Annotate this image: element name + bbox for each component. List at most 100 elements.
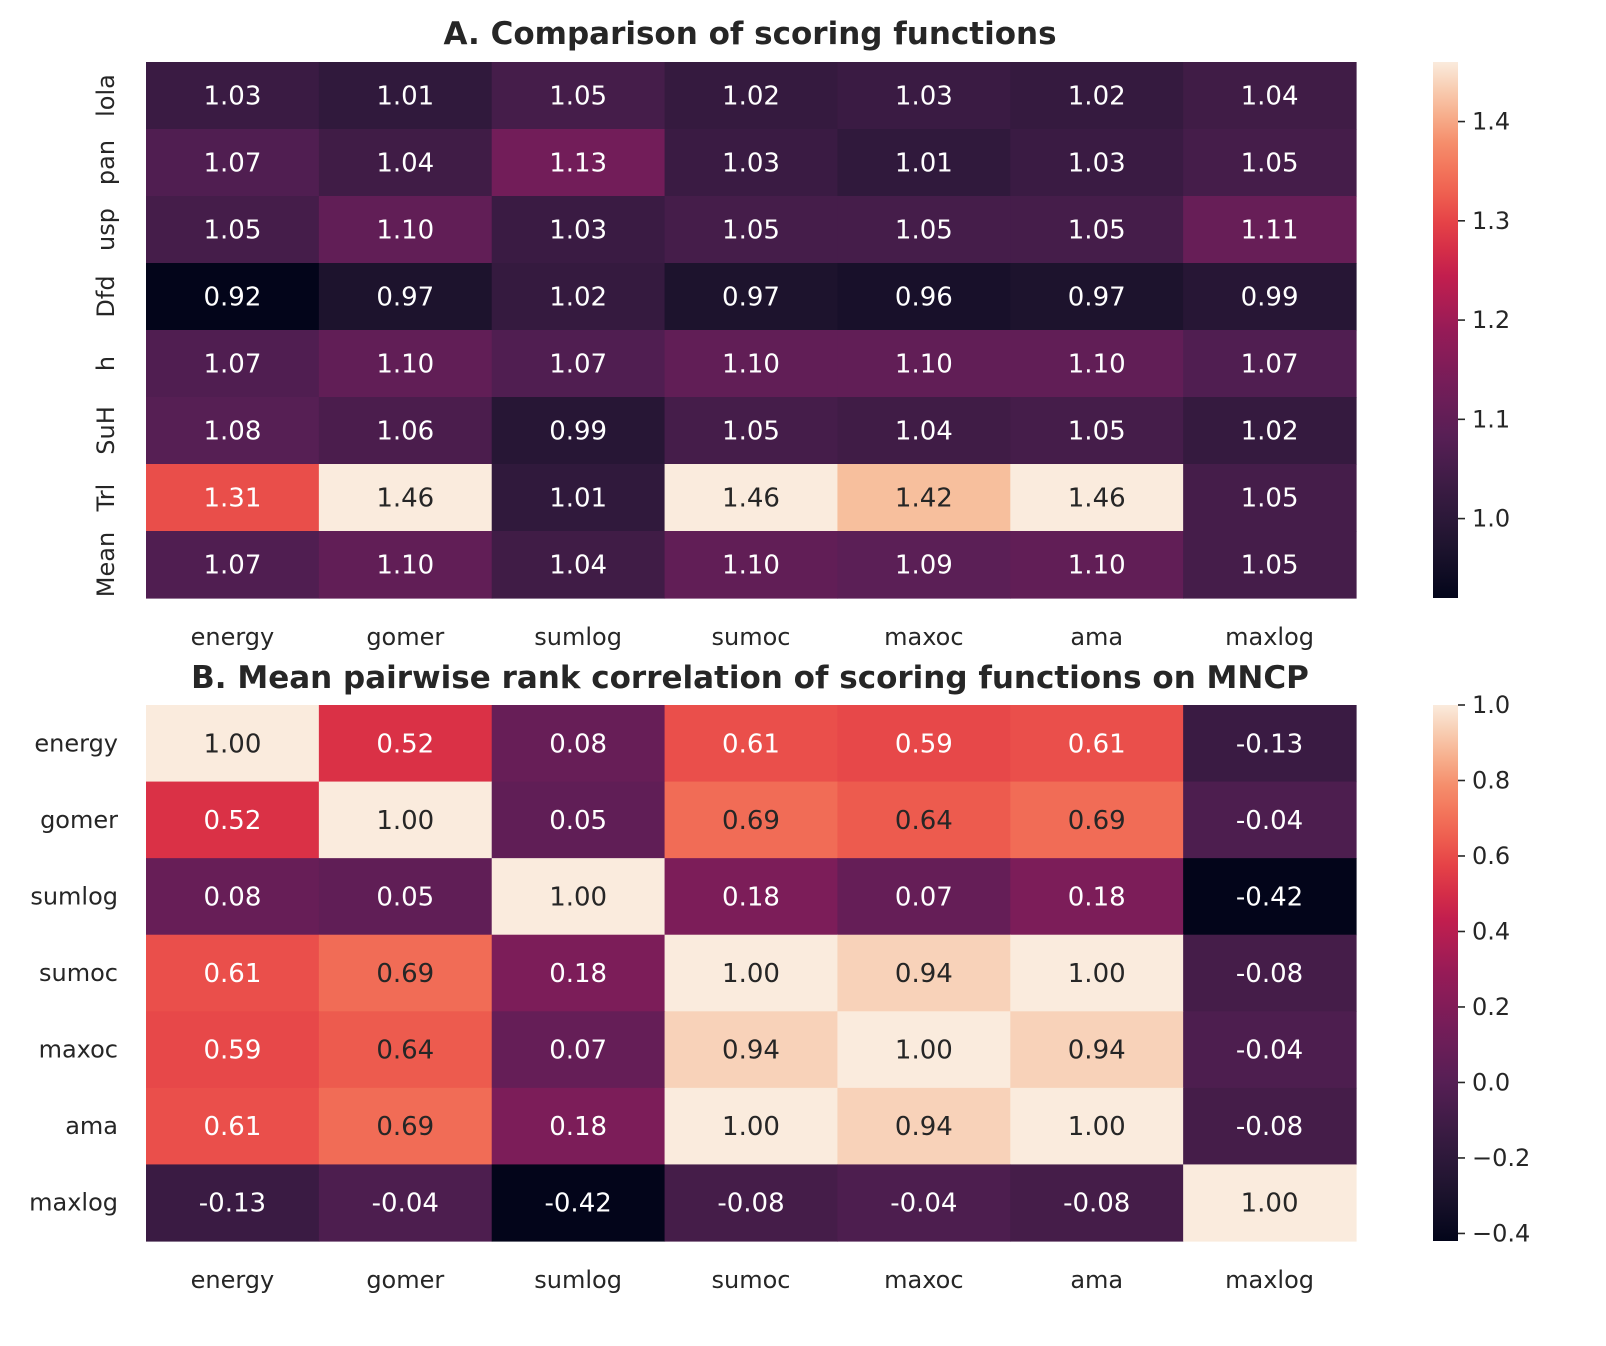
cell-value-label: 1.00: [1068, 959, 1126, 989]
heatmap-cell: [1183, 781, 1357, 859]
cell-value-label: 0.69: [1068, 806, 1126, 836]
heatmap-cell: [491, 531, 666, 599]
heatmap-cell: [1183, 705, 1357, 783]
x-tick-label: maxoc: [884, 1266, 963, 1294]
heatmap-cell: [491, 129, 666, 197]
cell-value-label: 1.02: [549, 283, 607, 313]
x-tick-label: energy: [191, 1266, 275, 1294]
heatmap-cell: [837, 781, 1011, 859]
heatmap-cell: [664, 1164, 839, 1242]
cell-value-label: 1.05: [1068, 216, 1126, 246]
heatmap-cell: [664, 464, 839, 532]
colorbar-tick-label: 1.2: [1472, 306, 1510, 334]
heatmap-cell: [146, 397, 320, 465]
cell-value-label: 0.97: [376, 283, 434, 313]
y-tick-label: usp: [92, 208, 120, 251]
heatmap-cell: [837, 934, 1011, 1012]
cell-value-label: 1.10: [722, 551, 780, 581]
heatmap-cell: [837, 705, 1011, 783]
heatmap-cell: [837, 464, 1011, 532]
heatmap-cell: [1183, 934, 1357, 1012]
heatmap-a: A. Comparison of scoring functions 1.03 1.…: [92, 16, 1510, 651]
cell-value-label: 0.61: [203, 1112, 261, 1142]
cell-value-label: 0.99: [549, 417, 607, 447]
y-tick-label: ama: [65, 1112, 118, 1140]
cell-value-label: 1.03: [895, 82, 953, 112]
cell-value-label: 0.97: [722, 283, 780, 313]
heatmap-cell: [491, 781, 666, 859]
cell-value-label: -0.08: [1063, 1189, 1130, 1219]
heatmap-cell: [146, 1087, 320, 1166]
cell-value-label: 0.96: [895, 283, 953, 313]
heatmap-cell: [318, 858, 493, 936]
cell-value-label: 1.00: [1241, 1189, 1299, 1219]
cell-value-label: 1.05: [1241, 551, 1299, 581]
cell-value-label: 1.09: [895, 551, 953, 581]
heatmap-cell: [318, 1011, 493, 1089]
cell-value-label: -0.08: [1236, 959, 1303, 989]
cell-value-label: -0.04: [372, 1189, 439, 1219]
heatmap-cell: [146, 1164, 320, 1242]
heatmap-cell: [1183, 464, 1357, 532]
chart-title: B. Mean pairwise rank correlation of sco…: [191, 660, 1309, 696]
cell-value-label: 1.46: [722, 484, 780, 514]
heatmap-cell: [146, 196, 320, 264]
x-tick-label: maxlog: [1225, 1266, 1314, 1294]
heatmap-cell: [1183, 330, 1357, 398]
cell-value-label: 1.03: [722, 149, 780, 179]
heatmap-cell: [1010, 62, 1184, 130]
heatmap-cell: [1010, 1087, 1184, 1166]
x-tick-label: sumoc: [712, 623, 791, 651]
cell-value-label: 1.10: [376, 551, 434, 581]
y-tick-label: gomer: [40, 806, 118, 834]
cell-value-label: 0.08: [549, 729, 607, 759]
heatmap-cell: [837, 397, 1011, 465]
y-tick-label: h: [92, 356, 120, 371]
cell-value-label: 1.00: [895, 1036, 953, 1066]
y-tick-label: lola: [92, 74, 120, 117]
cell-value-label: 1.02: [1068, 82, 1126, 112]
cell-value-label: -0.13: [1236, 729, 1303, 759]
cell-value-label: 1.05: [895, 216, 953, 246]
heatmap-cell: [146, 781, 320, 859]
heatmap-cell: [664, 397, 839, 465]
heatmap-cell: [146, 330, 320, 398]
cell-value-label: 0.07: [549, 1036, 607, 1066]
heatmap-cell: [146, 705, 320, 783]
heatmap-cell: [318, 1164, 493, 1242]
cell-value-label: 1.07: [203, 551, 261, 581]
y-tick-label: Trl: [92, 484, 120, 513]
heatmap-b: B. Mean pairwise rank correlation of sco…: [29, 660, 1530, 1294]
cell-value-label: 1.10: [1068, 551, 1126, 581]
cell-value-label: 0.94: [722, 1036, 780, 1066]
heatmap-cell: [491, 263, 666, 331]
cell-value-label: 1.07: [1241, 350, 1299, 380]
cell-value-label: 1.07: [203, 149, 261, 179]
cell-value-label: 1.03: [549, 216, 607, 246]
cell-value-label: 1.04: [376, 149, 434, 179]
heatmap-cell: [318, 464, 493, 532]
heatmap-cell: [146, 934, 320, 1012]
cell-value-label: 0.18: [722, 882, 780, 912]
colorbar: [1433, 62, 1458, 598]
cell-value-label: 1.01: [549, 484, 607, 514]
heatmap-cell: [318, 330, 493, 398]
cell-value-label: 1.07: [549, 350, 607, 380]
heatmap-cell: [837, 531, 1011, 599]
heatmap-cell: [318, 129, 493, 197]
heatmap-cell: [1183, 62, 1357, 130]
cell-value-label: 1.00: [1068, 1112, 1126, 1142]
heatmap-cell: [664, 781, 839, 859]
cell-value-label: 1.02: [1241, 417, 1299, 447]
heatmap-cell: [837, 330, 1011, 398]
x-tick-label: ama: [1070, 1266, 1123, 1294]
heatmap-cell: [664, 129, 839, 197]
cell-value-label: 1.00: [722, 959, 780, 989]
heatmap-cell: [664, 263, 839, 331]
colorbar-tick-label: 0.0: [1472, 1068, 1510, 1096]
cell-value-label: 1.46: [376, 484, 434, 514]
cell-value-label: 1.03: [203, 82, 261, 112]
cell-value-label: 0.94: [1068, 1036, 1126, 1066]
colorbar-tick-label: 1.1: [1472, 405, 1510, 433]
colorbar-tick-label: −0.2: [1472, 1144, 1530, 1172]
